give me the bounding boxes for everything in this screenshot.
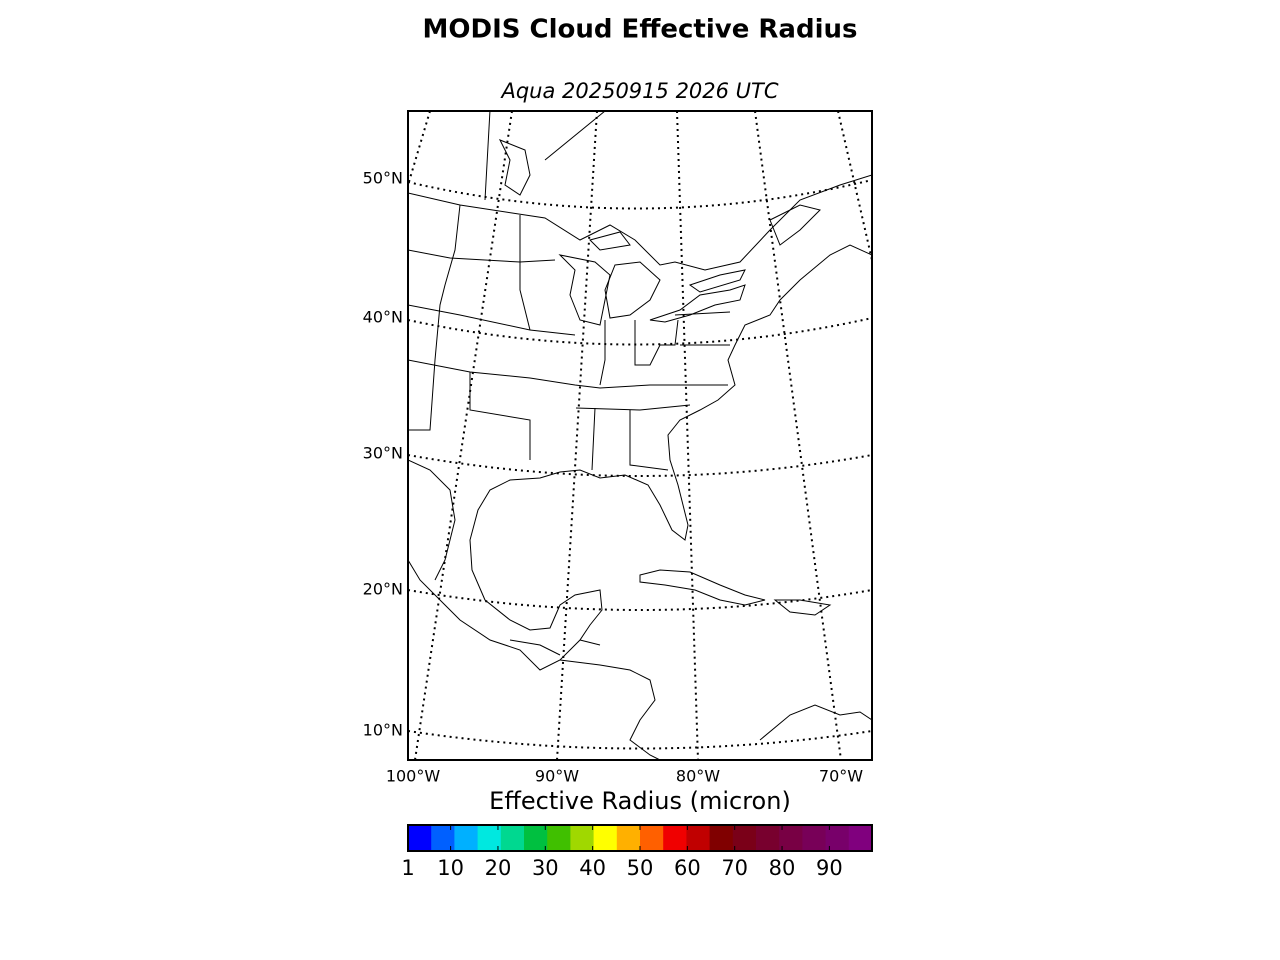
colorbar-segment [500,825,525,851]
colorbar-segment [709,825,734,851]
colorbar-tick-label: 1 [401,856,414,880]
colorbar-label: Effective Radius (micron) [489,787,791,815]
colorbar-segment [756,825,780,851]
lon-label: 80°W [676,767,720,786]
colorbar-segment [408,825,432,851]
lat-label: 20°N [363,580,403,599]
lat-label: 30°N [363,444,403,463]
colorbar-tick-label: 90 [816,856,843,880]
colorbar-tick-label: 10 [437,856,464,880]
colorbar-segment [570,825,595,851]
colorbar-segment [616,825,641,851]
colorbar [407,825,873,851]
graticule [408,111,872,760]
colorbar-segment [732,825,757,851]
colorbar-segment [640,825,664,851]
colorbar-segment [802,825,827,851]
colorbar-tick-label: 40 [579,856,606,880]
lat-label: 40°N [363,308,403,327]
lat-label: 10°N [363,721,403,740]
map-frame [407,110,873,761]
colorbar-segment [686,825,711,851]
map [408,111,872,760]
colorbar-frame [407,824,873,852]
lon-label: 100°W [386,767,441,786]
colorbar-tick-label: 30 [532,856,559,880]
colorbar-segment [524,825,548,851]
colorbar-tick-label: 80 [769,856,796,880]
colorbar-segment [779,825,803,851]
lon-label: 90°W [535,767,579,786]
colorbar-segment [431,825,455,851]
colorbar-tick-label: 50 [627,856,654,880]
colorbar-segment [848,825,873,851]
lat-label: 50°N [363,169,403,188]
colorbar-segment [663,825,687,851]
colorbar-segment [477,825,502,851]
coastlines [408,139,872,760]
colorbar-tick-label: 60 [674,856,701,880]
colorbar-segment [593,825,618,851]
colorbar-tick-label: 70 [721,856,748,880]
title: MODIS Cloud Effective Radius [423,15,858,45]
colorbar-segment [454,825,479,851]
subtitle: Aqua 20250915 2026 UTC [499,79,778,103]
lon-label: 70°W [819,767,863,786]
colorbar-segment [547,825,571,851]
colorbar-segment [825,825,850,851]
colorbar-tick-label: 20 [485,856,512,880]
